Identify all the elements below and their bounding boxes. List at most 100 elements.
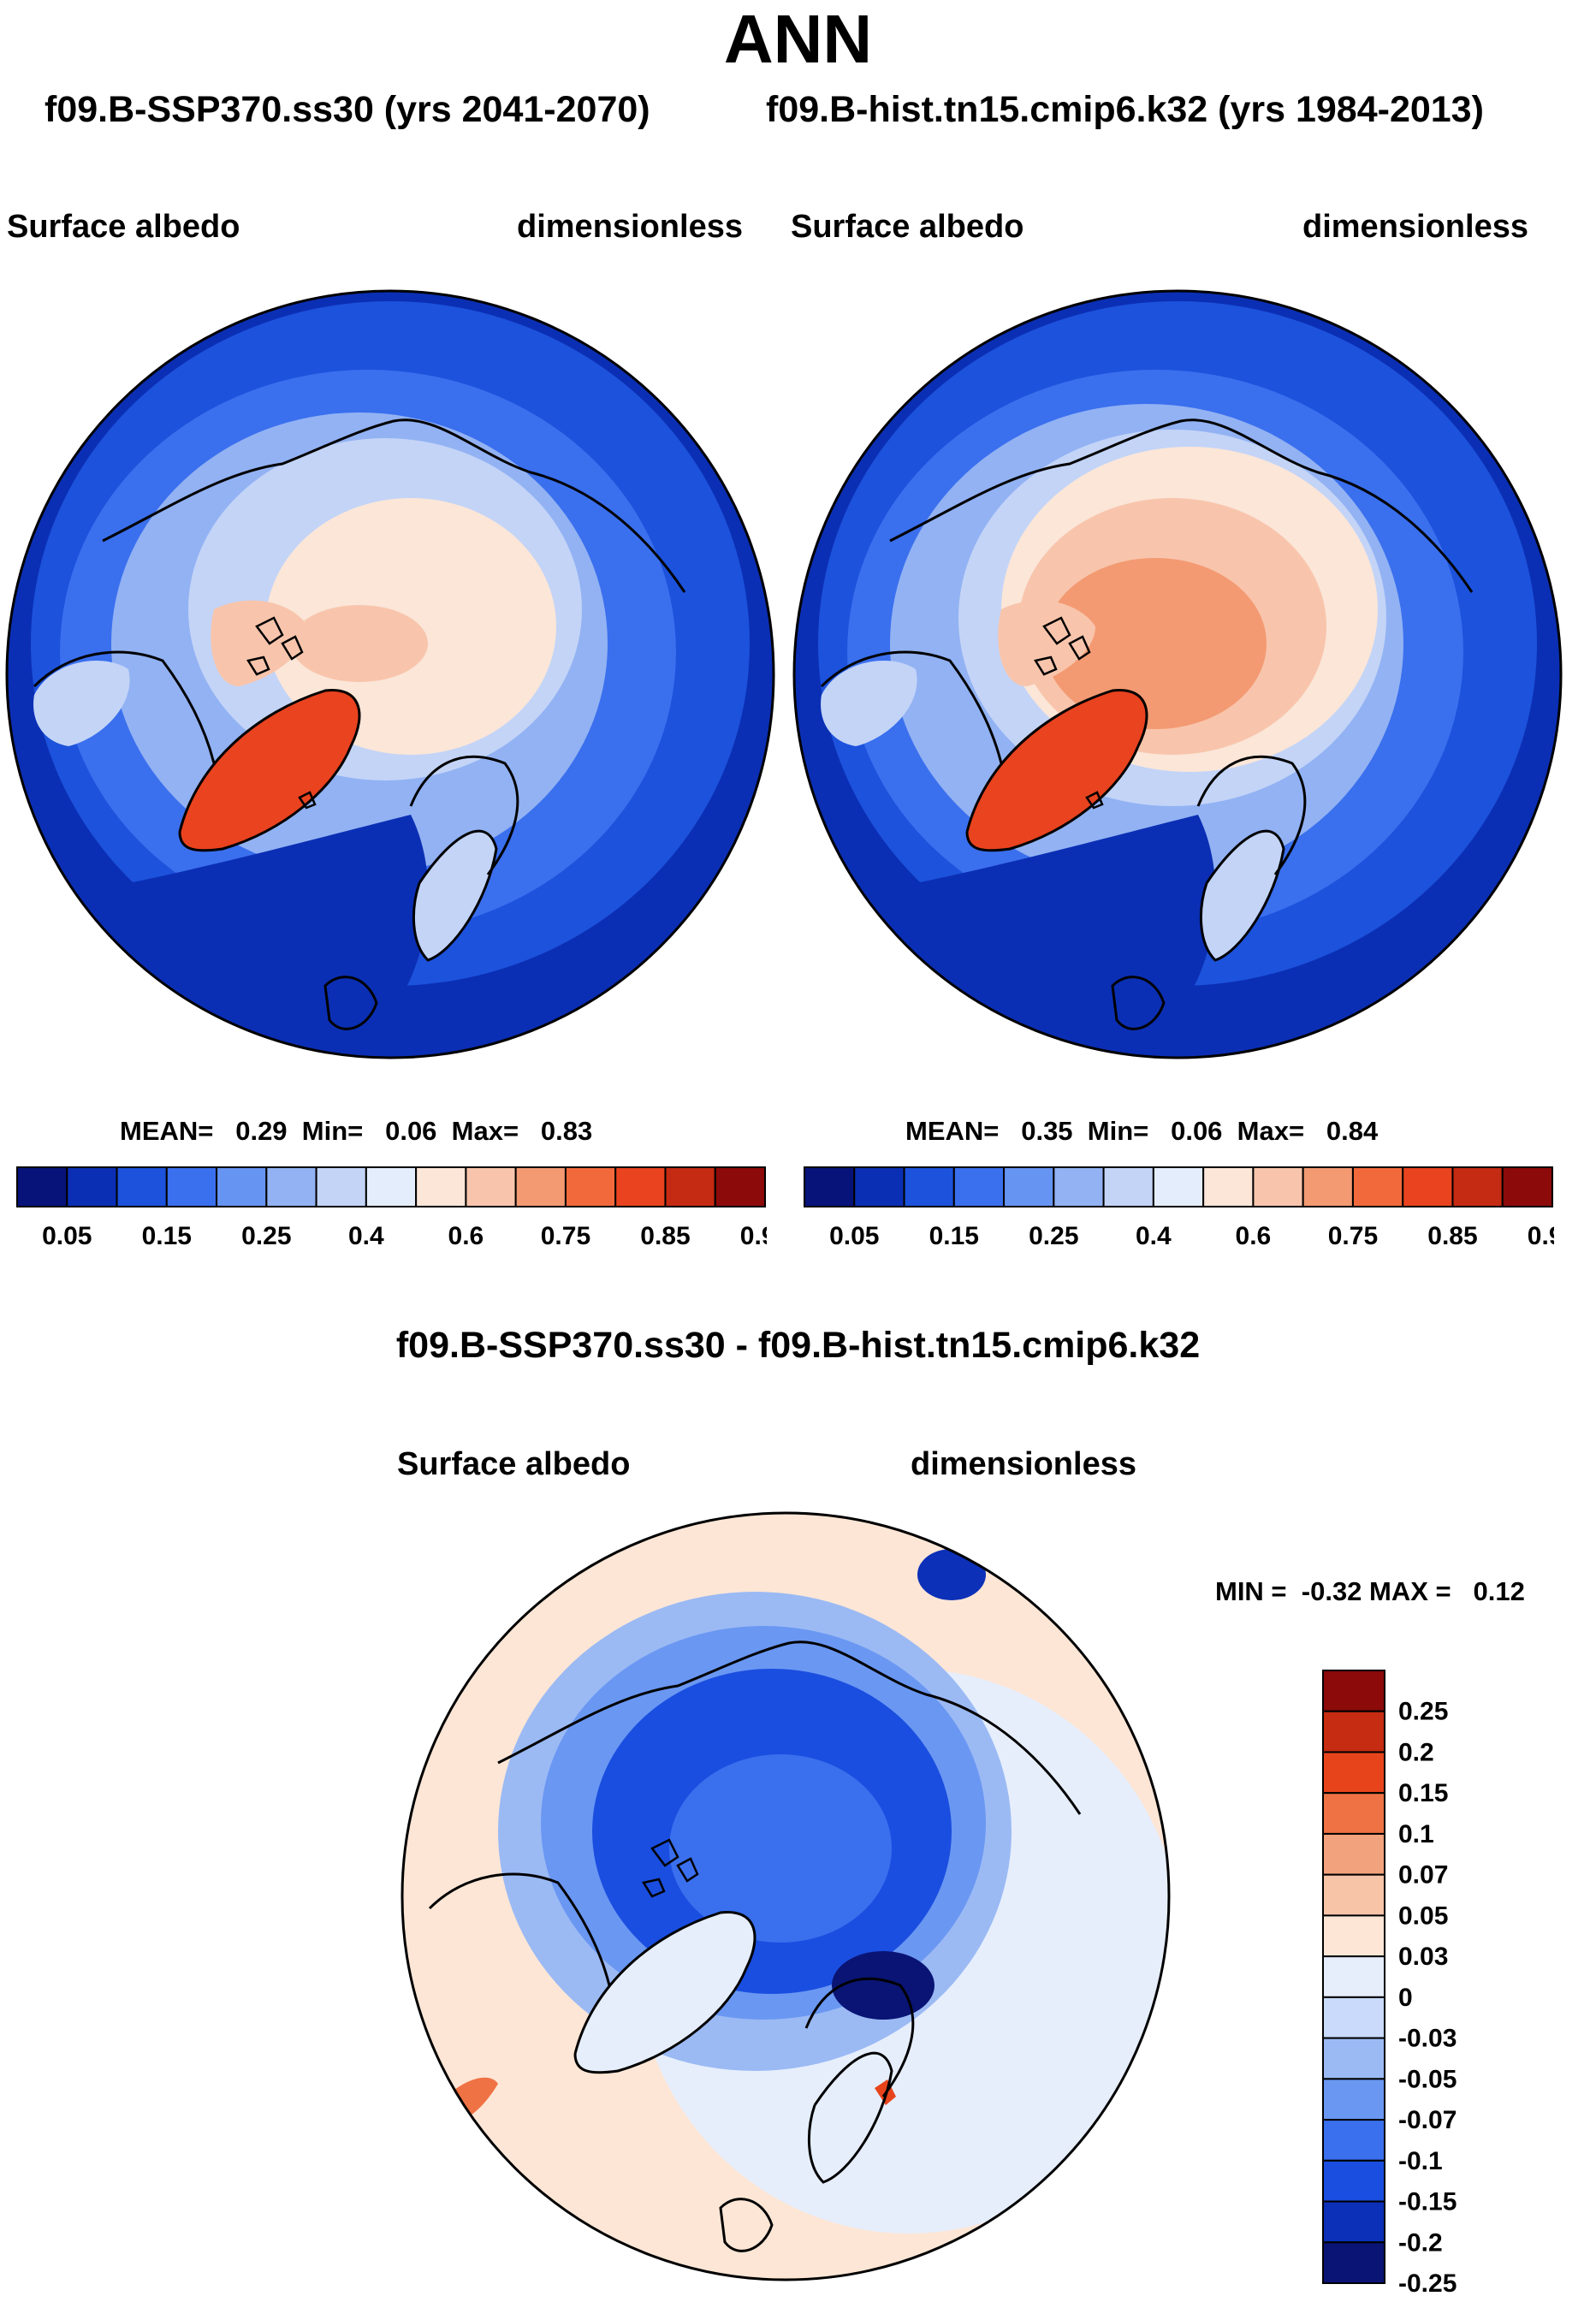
colorbar-tick-label: 0.15 [929, 1222, 979, 1250]
colorbar-swatch [564, 1166, 617, 1207]
diff-colorbar-swatch [1322, 1792, 1385, 1835]
colorbar-swatch [1102, 1166, 1154, 1207]
diff-colorbar-tick-label: 0.15 [1398, 1779, 1448, 1807]
colorbar-swatch [1402, 1166, 1454, 1207]
colorbar-tick-label: 0.95 [740, 1222, 767, 1250]
colorbar-swatch [1053, 1166, 1105, 1207]
diff-colorbar-swatch [1322, 2037, 1385, 2080]
colorbar-tick-label: 0.4 [348, 1222, 384, 1250]
map2-north-atlantic [916, 815, 1216, 1041]
colorbar-swatch [664, 1166, 716, 1207]
diff-colorbar-swatch [1322, 2200, 1385, 2244]
colorbar-swatch [1152, 1166, 1205, 1207]
diff-minmax: MIN = -0.32 MAX = 0.12 [1215, 1576, 1525, 1606]
colorbar-swatch [1302, 1166, 1354, 1207]
colorbar-tick-label: 0.85 [1427, 1222, 1477, 1250]
colorbar-swatch [315, 1166, 367, 1207]
colorbar-tick-label: 0.95 [1528, 1222, 1554, 1250]
colorbar-swatch [1351, 1166, 1404, 1207]
panel-2-stats: MEAN= 0.35 Min= 0.06 Max= 0.84 [905, 1116, 1379, 1146]
map-panel-2 [792, 289, 1563, 1059]
colorbar-tick-label: 0.85 [640, 1222, 690, 1250]
colorbar-swatch [465, 1166, 517, 1207]
map2-coastline [820, 418, 1474, 1030]
map2-ice-core [1044, 558, 1267, 729]
colorbar-swatch [365, 1166, 418, 1207]
map1-coastline [33, 418, 686, 1030]
colorbar-swatch [16, 1166, 68, 1207]
diff-colorbar-tick-label: 0.03 [1398, 1943, 1448, 1971]
main-title: ANN [723, 1, 873, 77]
colorbar-tick-label: 0.6 [448, 1222, 484, 1250]
colorbar-tick-label: 0.25 [241, 1222, 291, 1250]
colorbar-tick-label: 0.75 [1328, 1222, 1378, 1250]
colorbar-swatch [265, 1166, 317, 1207]
diff-colorbar-tick-label: -0.05 [1398, 2065, 1457, 2093]
diff-colorbar-tick-label: -0.07 [1398, 2106, 1457, 2134]
colorbar-swatch [614, 1166, 667, 1207]
colorbar-swatch [1451, 1166, 1504, 1207]
map1-archipelago [211, 600, 308, 686]
panel-1-variable: Surface albedo [7, 209, 240, 245]
colorbar-swatch [1252, 1166, 1304, 1207]
colorbar-swatch [952, 1166, 1006, 1207]
panel-1-stats: MEAN= 0.29 Min= 0.06 Max= 0.83 [120, 1116, 593, 1146]
diff-variable: Surface albedo [397, 1446, 631, 1482]
map-panel-diff [400, 1511, 1171, 2281]
colorbar-swatch [116, 1166, 168, 1207]
diff-colorbar-swatch [1322, 1710, 1385, 1753]
map2-archipelago [998, 600, 1095, 686]
map2-hudson-bay [821, 661, 917, 746]
map-panel-1 [5, 289, 775, 1059]
diff-colorbar-swatch [1322, 2119, 1385, 2162]
diff-barents-kara [832, 1951, 934, 2020]
colorbar-swatch [1202, 1166, 1255, 1207]
diff-greenland [575, 1912, 755, 2073]
colorbar-swatch [714, 1166, 767, 1207]
diff-colorbar-tick-label: -0.15 [1398, 2188, 1457, 2216]
colorbar-tick-label: 0.75 [541, 1222, 590, 1250]
colorbar-tick-label: 0.15 [142, 1222, 192, 1250]
diff-colorbar-tick-label: -0.1 [1398, 2147, 1443, 2175]
diff-colorbar-swatch [1322, 1751, 1385, 1795]
colorbar-diff: 0.25 0.2 0.15 0.1 0.07 0.05 0.03 0 -0.03 -0.05 -0.… [1322, 1670, 1457, 2293]
diff-islands [642, 1838, 699, 1898]
diff-colorbar-tick-label: -0.2 [1398, 2228, 1443, 2257]
diff-coastline [428, 1640, 1082, 2252]
subtitle-right: f09.B-hist.tn15.cmip6.k32 (yrs 1984-2013… [766, 89, 1484, 130]
colorbar-swatch [1501, 1166, 1554, 1207]
map1-islands [246, 616, 317, 810]
colorbar-swatch [853, 1166, 905, 1207]
diff-colorbar-swatch [1322, 2159, 1385, 2203]
diff-colorbar-tick-label: 0.05 [1398, 1902, 1448, 1930]
diff-colorbar-tick-label: 0.1 [1398, 1820, 1434, 1848]
colorbar-tick-label: 0.25 [1029, 1222, 1078, 1250]
diff-colorbar-tick-label: 0.2 [1398, 1738, 1434, 1766]
panel-2-units: dimensionless [1302, 209, 1528, 245]
map1-ice-core [291, 605, 428, 682]
map2-islands [1034, 616, 1104, 810]
diff-colorbar-tick-label: 0 [1398, 1984, 1413, 2012]
colorbar-panel-2: 0.05 0.15 0.25 0.4 0.6 0.75 0.85 0.95 [804, 1166, 1554, 1250]
panel-1-units: dimensionless [517, 209, 743, 245]
diff-colorbar-swatch [1322, 1955, 1385, 1998]
diff-colorbar-swatch [1322, 1914, 1385, 1958]
diff-colorbar-swatch [1322, 1832, 1385, 1876]
colorbar-swatch [415, 1166, 467, 1207]
diff-colorbar-swatch [1322, 1873, 1385, 1917]
colorbar-tick-label: 0.6 [1236, 1222, 1272, 1250]
colorbar-panel-1: 0.05 0.15 0.25 0.4 0.6 0.75 0.85 0.95 [16, 1166, 767, 1250]
colorbar-tick-label: 0.05 [42, 1222, 92, 1250]
colorbar-tick-label: 0.05 [829, 1222, 879, 1250]
diff-colorbar-swatch [1322, 1670, 1385, 1712]
map2-border [792, 289, 1563, 1059]
diff-colorbar-swatch [1322, 1996, 1385, 2039]
map1-north-atlantic [128, 815, 429, 1041]
diff-colorbar-tick-label: 0.07 [1398, 1861, 1448, 1890]
diff-colorbar-swatch [1322, 2241, 1385, 2284]
colorbar-swatch [903, 1166, 955, 1207]
diff-border [400, 1511, 1171, 2281]
colorbar-tick-label: 0.4 [1136, 1222, 1172, 1250]
map1-border [5, 289, 775, 1059]
panel-2-variable: Surface albedo [791, 209, 1024, 245]
